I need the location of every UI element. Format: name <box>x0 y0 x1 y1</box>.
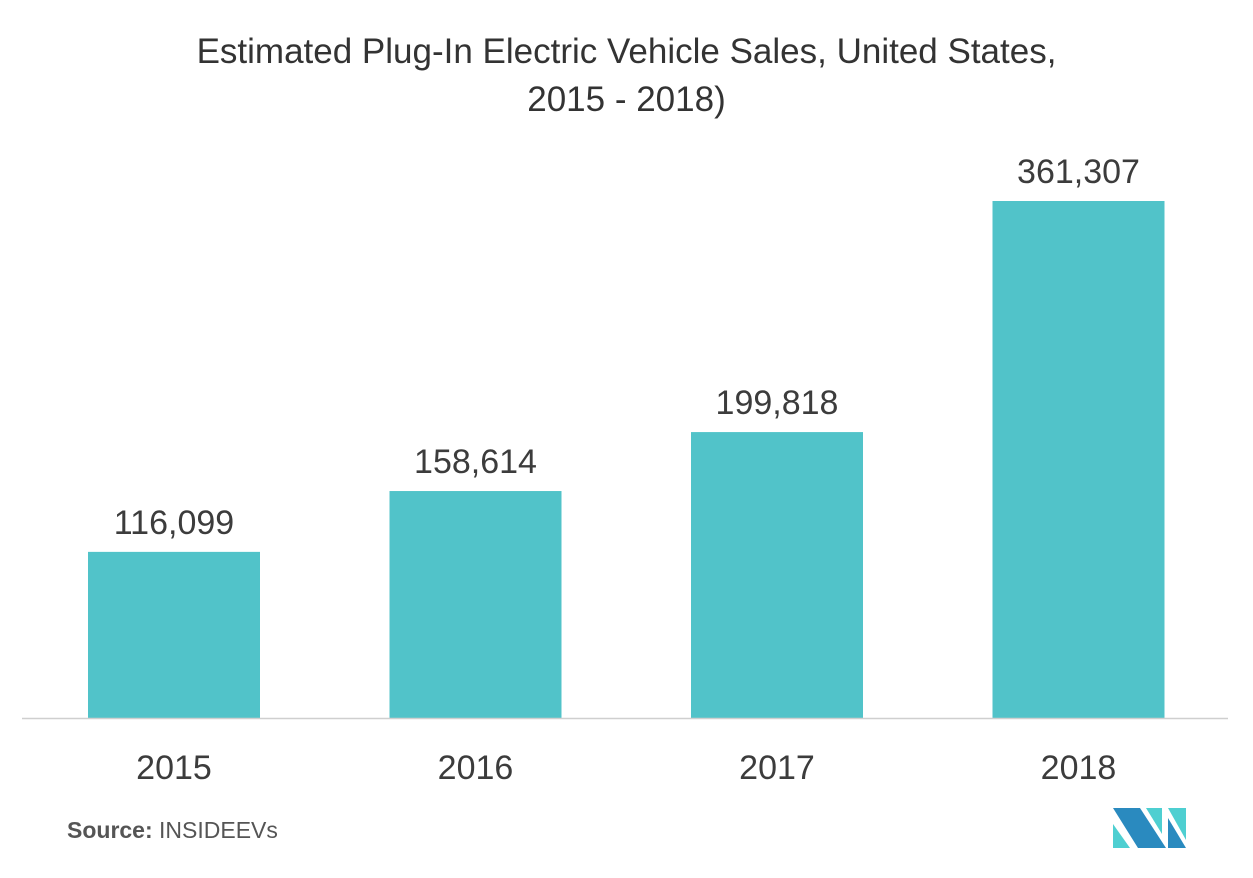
source-label: Source: <box>67 817 153 843</box>
x-tick-label-2017: 2017 <box>739 749 815 787</box>
x-tick-label-2018: 2018 <box>1041 749 1117 787</box>
chart-title-line-2: 2015 - 2018) <box>527 80 726 119</box>
bar-2015 <box>88 551 260 718</box>
data-label-2016: 158,614 <box>414 443 537 481</box>
source-note: Source: INSIDEEVs <box>67 817 278 844</box>
data-label-2017: 199,818 <box>716 384 839 422</box>
bar-2017 <box>691 432 863 718</box>
x-tick-label-2016: 2016 <box>438 749 514 787</box>
chart-title: Estimated Plug-In Electric Vehicle Sales… <box>0 28 1253 124</box>
data-label-2018: 361,307 <box>1017 153 1140 191</box>
chart-title-line-1: Estimated Plug-In Electric Vehicle Sales… <box>196 32 1057 71</box>
bar-2018 <box>992 201 1165 718</box>
data-label-2015: 116,099 <box>114 504 234 542</box>
brand-logo <box>1113 808 1186 848</box>
x-tick-label-2015: 2015 <box>136 749 212 787</box>
bar-chart: 116,099 2015 158,614 2016 199,818 2017 361,307… <box>22 153 1228 787</box>
source-value: INSIDEEVs <box>159 817 278 843</box>
bar-2016 <box>389 491 562 718</box>
